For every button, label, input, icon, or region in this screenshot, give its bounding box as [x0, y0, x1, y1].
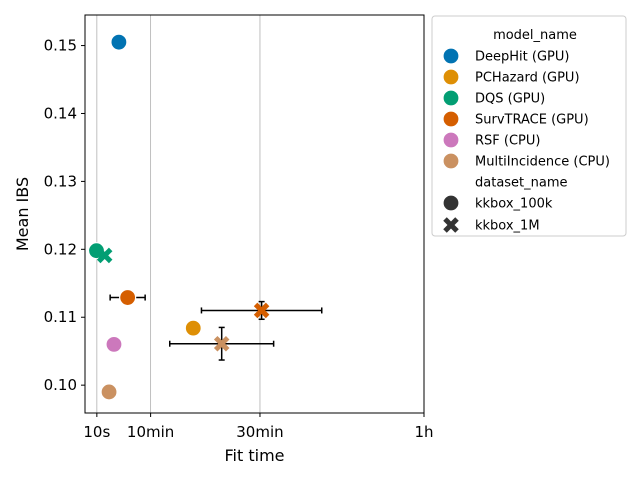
x-tick-label-30min: 30min: [236, 423, 283, 441]
legend-marker-kkbox-1m: [443, 217, 459, 233]
legend-label-survtrace-gpu: SurvTRACE (GPU): [475, 113, 589, 128]
x-tick-label-10s: 10s: [83, 423, 110, 441]
point-survtrace-gpu-kkbox-1m: [253, 302, 270, 319]
y-tick-label-0-14: 0.14: [44, 104, 77, 122]
x-tick-label-1h: 1h: [414, 423, 433, 441]
data-points: [87, 33, 270, 401]
legend-style-title: dataset_name: [475, 176, 568, 191]
legend-items: model_name DeepHit (GPU) PCHazard (GPU) DQS…: [442, 28, 610, 234]
point-multiincidence-cpu-kkbox-1m-stroke-b: [213, 335, 230, 352]
plot-grid: [96, 15, 425, 413]
legend-frame: [431, 15, 627, 237]
y-tick-label-0-12: 0.12: [44, 240, 77, 258]
error-bars: [109, 39, 323, 361]
legend-marker-pchazard-gpu: [442, 68, 460, 86]
y-axis-label: Mean IBS: [13, 177, 32, 251]
point-multiincidence-cpu-kkbox-1m: [213, 335, 230, 352]
y-tick-label-0-11: 0.11: [44, 308, 77, 326]
legend-marker-kkbox-1m-stroke-b: [443, 217, 459, 233]
legend-label-pchazard-gpu: PCHazard (GPU): [475, 71, 580, 86]
legend-label-multiincidence-cpu: MultiIncidence (CPU): [475, 155, 610, 170]
x-axis-label: Fit time: [225, 446, 285, 465]
legend-marker-survtrace-gpu: [442, 110, 460, 128]
legend-marker-kkbox-100k: [442, 194, 460, 212]
legend-marker-multiincidence-cpu: [442, 152, 460, 170]
legend-marker-dqs-gpu: [442, 89, 460, 107]
y-tick-label-0-10: 0.10: [44, 376, 77, 394]
point-deephit-gpu-kkbox-100k: [110, 33, 128, 51]
plot-frame: [84, 14, 425, 414]
legend-label-deephit-gpu: DeepHit (GPU): [475, 50, 569, 65]
legend-hue-title: model_name: [493, 28, 577, 43]
legend-marker-rsf-cpu: [442, 131, 460, 149]
point-multiincidence-cpu-kkbox-100k: [100, 383, 118, 401]
point-pchazard-gpu-kkbox-100k: [184, 319, 202, 337]
y-axis: 0.10 0.11 0.12 0.13 0.14 0.15: [44, 37, 85, 394]
y-tick-label-0-13: 0.13: [44, 172, 77, 190]
legend-label-rsf-cpu: RSF (CPU): [475, 134, 540, 149]
legend: model_name DeepHit (GPU) PCHazard (GPU) DQS…: [431, 15, 627, 237]
legend-label-kkbox-1m: kkbox_1M: [475, 219, 540, 234]
legend-marker-deephit-gpu: [442, 47, 460, 65]
point-survtrace-gpu-kkbox-100k: [119, 288, 137, 307]
y-tick-label-0-15: 0.15: [44, 37, 77, 55]
x-axis: 10s 10min 30min 1h: [83, 413, 434, 441]
point-rsf-cpu-kkbox-100k: [105, 335, 123, 354]
x-tick-label-10min: 10min: [127, 423, 174, 441]
point-dqs-gpu-kkbox-1m: [96, 247, 113, 264]
point-survtrace-gpu-kkbox-1m-stroke-b: [253, 302, 270, 319]
legend-label-dqs-gpu: DQS (GPU): [475, 92, 545, 107]
legend-label-kkbox-100k: kkbox_100k: [475, 197, 553, 212]
point-dqs-gpu-kkbox-1m-stroke-b: [96, 247, 113, 264]
